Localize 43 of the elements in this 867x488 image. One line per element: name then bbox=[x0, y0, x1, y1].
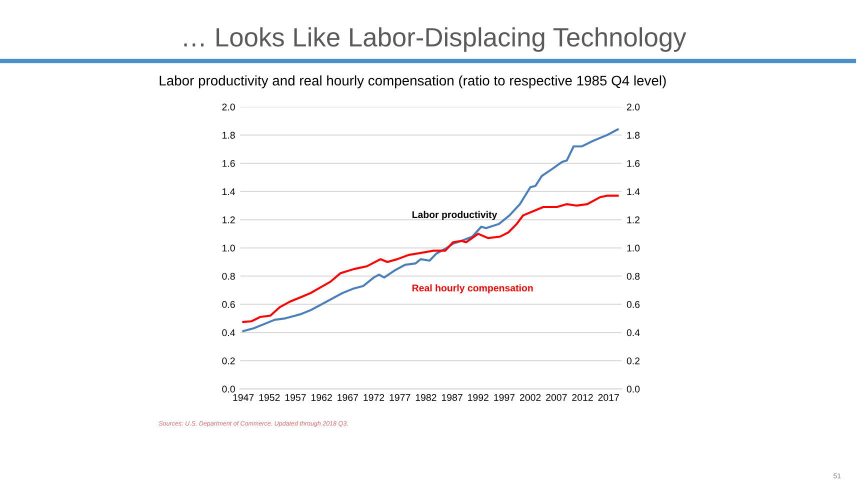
y-tick-label: 1.8 bbox=[222, 132, 235, 139]
x-tick-label: 1987 bbox=[442, 394, 462, 401]
series-label: Labor productivity bbox=[412, 210, 498, 220]
y-tick-label: 0.6 bbox=[222, 301, 235, 308]
y-tick-label: 0.4 bbox=[222, 329, 236, 336]
x-tick-label: 2007 bbox=[546, 394, 567, 401]
chart-subtitle: Labor productivity and real hourly compensation (ratio to respective 1985 Q4 level) bbox=[160, 75, 666, 88]
y2-tick-label: 1.8 bbox=[627, 132, 640, 139]
y2-tick-label: 1.6 bbox=[627, 160, 640, 167]
y-tick-label: 1.2 bbox=[222, 216, 235, 224]
x-tick-label: 1947 bbox=[233, 394, 254, 401]
y2-tick-label: 0.4 bbox=[626, 329, 640, 336]
y-tick-label: 1.6 bbox=[222, 160, 235, 167]
x-tick-label: 1962 bbox=[312, 394, 332, 401]
x-tick-label: 1992 bbox=[468, 394, 488, 401]
x-tick-label: 2017 bbox=[598, 394, 619, 401]
x-tick-label: 1982 bbox=[416, 394, 436, 401]
y-tick-label: 0.8 bbox=[222, 272, 235, 280]
y-tick-label: 0.0 bbox=[222, 386, 235, 393]
chart-title: … Looks Like Labor-Displacing Technology bbox=[184, 27, 686, 52]
y-tick-label: 2.0 bbox=[222, 104, 235, 110]
y2-tick-label: 1.0 bbox=[627, 244, 640, 252]
y2-tick-label: 0.0 bbox=[626, 386, 640, 393]
x-tick-label: 1977 bbox=[390, 394, 410, 401]
y2-tick-label: 0.8 bbox=[626, 272, 640, 280]
y2-tick-label: 0.6 bbox=[626, 301, 640, 308]
y-tick-label: 1.4 bbox=[222, 188, 236, 196]
x-tick-label: 2002 bbox=[520, 394, 541, 401]
y-tick-label: 1.0 bbox=[222, 244, 235, 252]
y-tick-label: 0.2 bbox=[222, 357, 235, 364]
line-series bbox=[242, 194, 619, 323]
y2-tick-label: 1.2 bbox=[627, 216, 640, 224]
line-series bbox=[242, 128, 619, 332]
x-tick-label: 1997 bbox=[494, 394, 515, 401]
y2-tick-label: 0.2 bbox=[626, 357, 640, 364]
text: Real hourly compensation bbox=[412, 284, 533, 294]
x-tick-label: 1967 bbox=[338, 394, 358, 401]
x-tick-label: 1952 bbox=[259, 394, 280, 401]
x-tick-label: 1972 bbox=[364, 394, 384, 401]
y2-tick-label: 1.4 bbox=[627, 188, 640, 196]
x-tick-label: 2012 bbox=[572, 394, 593, 401]
x-tick-label: 1957 bbox=[285, 394, 306, 401]
y2-tick-label: 2.0 bbox=[626, 104, 640, 110]
